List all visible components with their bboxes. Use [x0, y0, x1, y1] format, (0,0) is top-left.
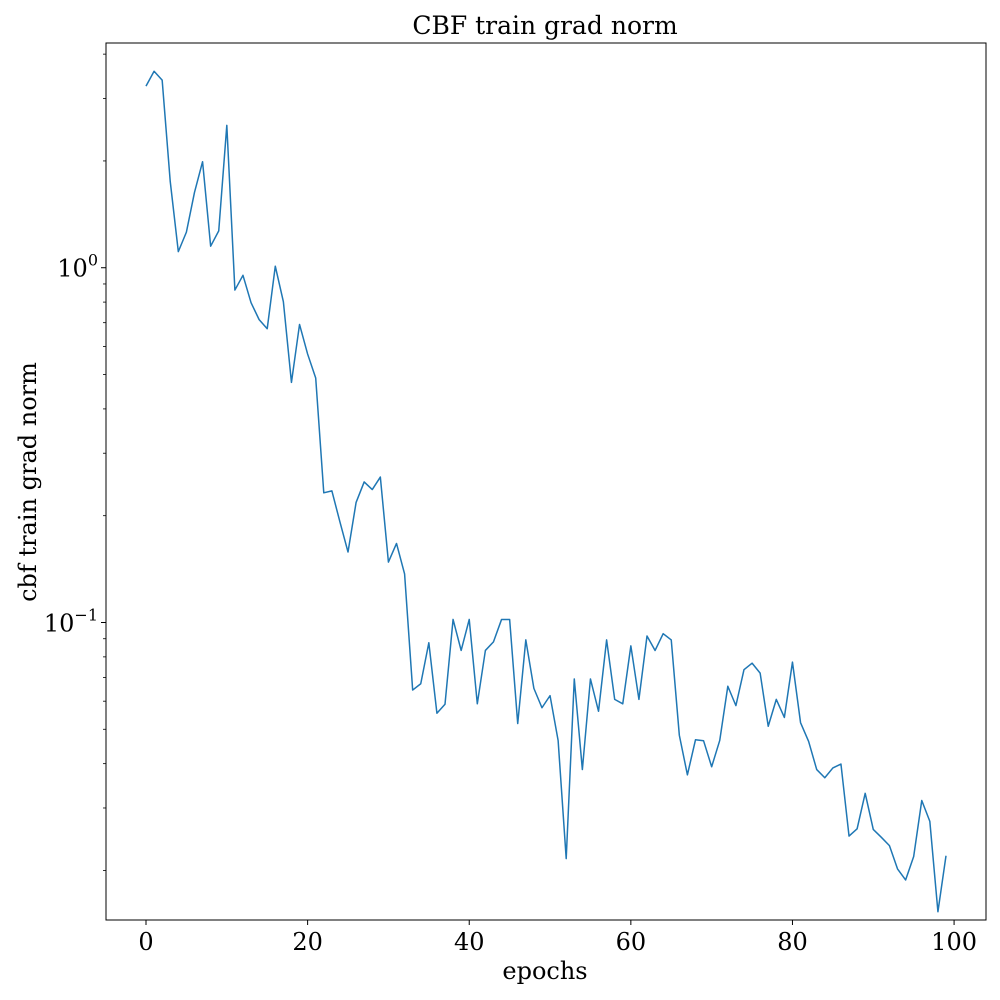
- series-line-0: [145, 70, 947, 913]
- x-tick-label: 20: [292, 928, 323, 956]
- chart-title: CBF train grad norm: [412, 11, 678, 40]
- plot-frame: [105, 42, 987, 921]
- y-tick-label: 10−1: [44, 605, 98, 637]
- y-axis-label: cbf train grad norm: [14, 362, 42, 602]
- x-tick-label: 0: [138, 928, 153, 956]
- x-tick-label: 60: [616, 928, 647, 956]
- x-tick-label: 100: [931, 928, 977, 956]
- x-tick-label: 40: [454, 928, 485, 956]
- y-tick-label: 100: [57, 251, 98, 283]
- x-tick-label: 80: [777, 928, 808, 956]
- x-axis-label: epochs: [502, 957, 587, 985]
